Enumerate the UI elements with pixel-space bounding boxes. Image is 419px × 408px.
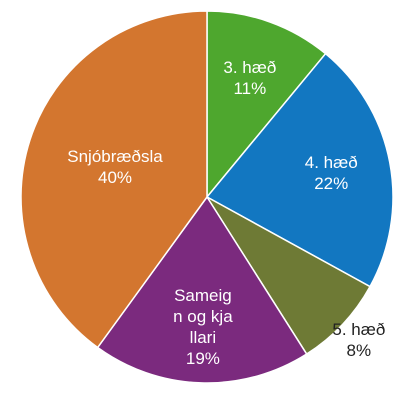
value-label: 11% xyxy=(233,78,267,98)
category-label: 3. hæð xyxy=(223,57,277,77)
pie-slice xyxy=(206,10,327,200)
category-label: 4. hæð xyxy=(304,153,358,173)
pie-slice xyxy=(205,52,394,288)
label-box: Snjóbræðsla 40% xyxy=(45,122,185,212)
value-label: 8% xyxy=(346,340,372,360)
pie-slice xyxy=(20,10,208,349)
label-box: 3. hæð 11% xyxy=(190,33,310,123)
label-box: 5. hæð 8% xyxy=(299,295,419,385)
value-label: 22% xyxy=(314,174,349,194)
category-label: Sameign og kjallari xyxy=(173,286,233,348)
pie-slice xyxy=(96,195,308,384)
label-box: 4. hæð 22% xyxy=(271,128,391,218)
category-label: 5. hæð xyxy=(332,319,386,339)
value-label: 40% xyxy=(97,168,133,188)
value-label: 19% xyxy=(185,349,220,369)
category-label: Snjóbræðsla xyxy=(67,147,163,167)
pie-slice xyxy=(206,196,372,356)
label-box: Sameign og kjallari 19% xyxy=(172,282,234,372)
